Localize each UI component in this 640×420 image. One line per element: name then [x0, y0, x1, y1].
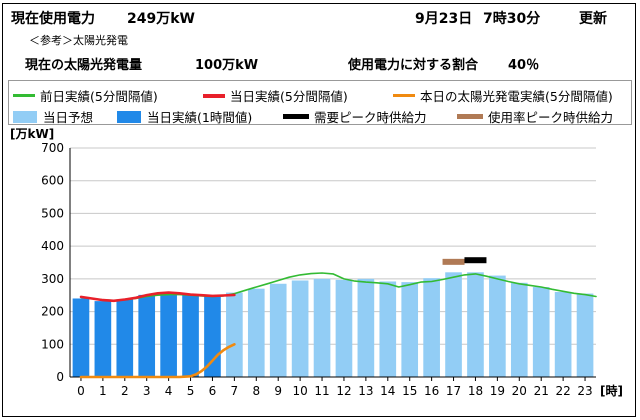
bar-forecast: [467, 272, 484, 377]
legend-peak-demand: 需要ピーク時供給力: [283, 107, 427, 126]
current-usage-value: 249万kW: [127, 11, 195, 27]
solar-value: 100万kW: [195, 58, 259, 73]
y-axis-label: [万kW]: [10, 127, 54, 141]
legend-peak-demand-label: 需要ピーク時供給力: [314, 110, 427, 125]
x-tick-label: 7: [231, 384, 239, 398]
y-tick-label: 100: [41, 337, 64, 351]
bar-forecast: [576, 293, 594, 377]
bar-forecast: [379, 281, 397, 377]
y-tick-label: 600: [41, 174, 64, 188]
legend-prev-day: 前日実績(5分間隔値): [13, 86, 158, 105]
power-usage-panel: 現在使用電力 249万kW 9月23日 7時30分 更新 ＜参考＞太陽光発電 現…: [2, 3, 636, 417]
ratio-label: 使用電力に対する割合: [348, 58, 479, 73]
x-tick-label: 15: [402, 384, 417, 398]
bar-forecast: [423, 278, 440, 377]
y-tick-label: 0: [56, 370, 64, 384]
solar-label: 現在の太陽光発電量: [25, 58, 143, 73]
x-tick-label: 10: [292, 384, 307, 398]
legend-today-5min-label: 当日実績(5分間隔値): [230, 89, 348, 104]
legend-peak-rate: 使用率ピーク時供給力: [457, 107, 613, 126]
x-tick-label: 0: [77, 384, 85, 398]
y-tick-label: 300: [41, 272, 64, 286]
x-tick-label: 9: [274, 384, 282, 398]
legend-today-hourly-swatch: [117, 110, 141, 123]
legend-solar-label: 本日の太陽光発電実績(5分間隔値): [420, 89, 613, 104]
legend-today-hourly-label: 当日実績(1時間値): [147, 110, 253, 125]
x-tick-label: 12: [336, 384, 351, 398]
line-today-5min: [79, 291, 236, 303]
x-tick-label: 18: [468, 384, 483, 398]
x-tick-label: 3: [143, 384, 151, 398]
x-tick-label: 14: [380, 384, 395, 398]
bar-forecast: [313, 278, 331, 377]
bar-forecast: [269, 283, 287, 377]
legend-forecast: 当日予想: [13, 107, 93, 126]
legend-solar: 本日の太陽光発電実績(5分間隔値): [393, 86, 613, 105]
legend-today-5min-swatch: [203, 93, 225, 98]
legend-peak-demand-swatch: [283, 114, 309, 119]
ratio-value: 40％: [508, 58, 540, 73]
bar-today-hourly: [160, 292, 177, 377]
bar-forecast: [247, 288, 265, 377]
x-tick-label: 5: [187, 384, 195, 398]
x-axis-label: [時]: [600, 383, 623, 398]
legend-today-5min: 当日実績(5分間隔値): [203, 86, 348, 105]
bar-forecast: [401, 282, 419, 377]
y-tick-label: 700: [41, 141, 64, 155]
bar-today-hourly: [116, 299, 134, 377]
x-tick-label: 6: [209, 384, 217, 398]
x-tick-label: 13: [358, 384, 373, 398]
bar-forecast: [532, 287, 550, 377]
bar-today-hourly: [94, 301, 112, 377]
y-tick-label: 400: [41, 239, 64, 253]
x-tick-label: 23: [577, 384, 592, 398]
y-tick-label: 500: [41, 206, 64, 220]
bar-forecast: [489, 275, 506, 377]
reference-label: ＜参考＞太陽光発電: [29, 34, 128, 47]
plot-area: [70, 148, 596, 377]
marker-peak-rate: [442, 258, 465, 265]
marker-peak-demand: [464, 257, 487, 264]
legend-peak-rate-label: 使用率ピーク時供給力: [488, 110, 614, 125]
line-prev-day: [80, 272, 597, 302]
bar-today-hourly: [72, 298, 90, 377]
x-tick-label: 16: [424, 384, 439, 398]
update-date: 9月23日: [415, 11, 473, 27]
update-time: 7時30分: [483, 11, 541, 27]
bar-forecast: [445, 272, 462, 377]
bar-today-hourly: [204, 296, 221, 377]
y-tick-label: 200: [41, 305, 64, 319]
legend-solar-swatch: [393, 94, 415, 97]
x-tick-label: 20: [512, 384, 527, 398]
bar-forecast: [357, 278, 375, 377]
x-tick-label: 11: [314, 384, 329, 398]
bar-today-hourly: [182, 294, 199, 377]
bar-forecast: [335, 279, 353, 377]
x-tick-label: 2: [121, 384, 129, 398]
legend-prev-day-swatch: [13, 94, 35, 97]
bar-today-hourly: [138, 294, 156, 377]
current-usage-label: 現在使用電力: [11, 11, 95, 27]
x-tick-label: 8: [252, 384, 260, 398]
legend-prev-day-label: 前日実績(5分間隔値): [40, 89, 158, 104]
legend-forecast-swatch: [13, 110, 37, 123]
x-tick-label: 17: [446, 384, 461, 398]
update-label: 更新: [579, 11, 607, 27]
legend-today-hourly: 当日実績(1時間値): [117, 107, 252, 126]
x-tick-label: 21: [534, 384, 549, 398]
bar-forecast: [554, 291, 572, 377]
line-solar: [79, 342, 236, 379]
legend: 前日実績(5分間隔値) 当日実績(5分間隔値) 本日の太陽光発電実績(5分間隔値…: [8, 80, 632, 125]
x-tick-label: 22: [555, 384, 570, 398]
legend-peak-rate-swatch: [457, 114, 483, 119]
x-tick-label: 1: [99, 384, 107, 398]
bar-forecast: [291, 280, 309, 377]
bar-forecast: [510, 282, 528, 377]
x-tick-label: 4: [165, 384, 173, 398]
x-tick-label: 19: [490, 384, 505, 398]
bar-forecast: [226, 292, 243, 377]
legend-forecast-label: 当日予想: [43, 110, 94, 125]
